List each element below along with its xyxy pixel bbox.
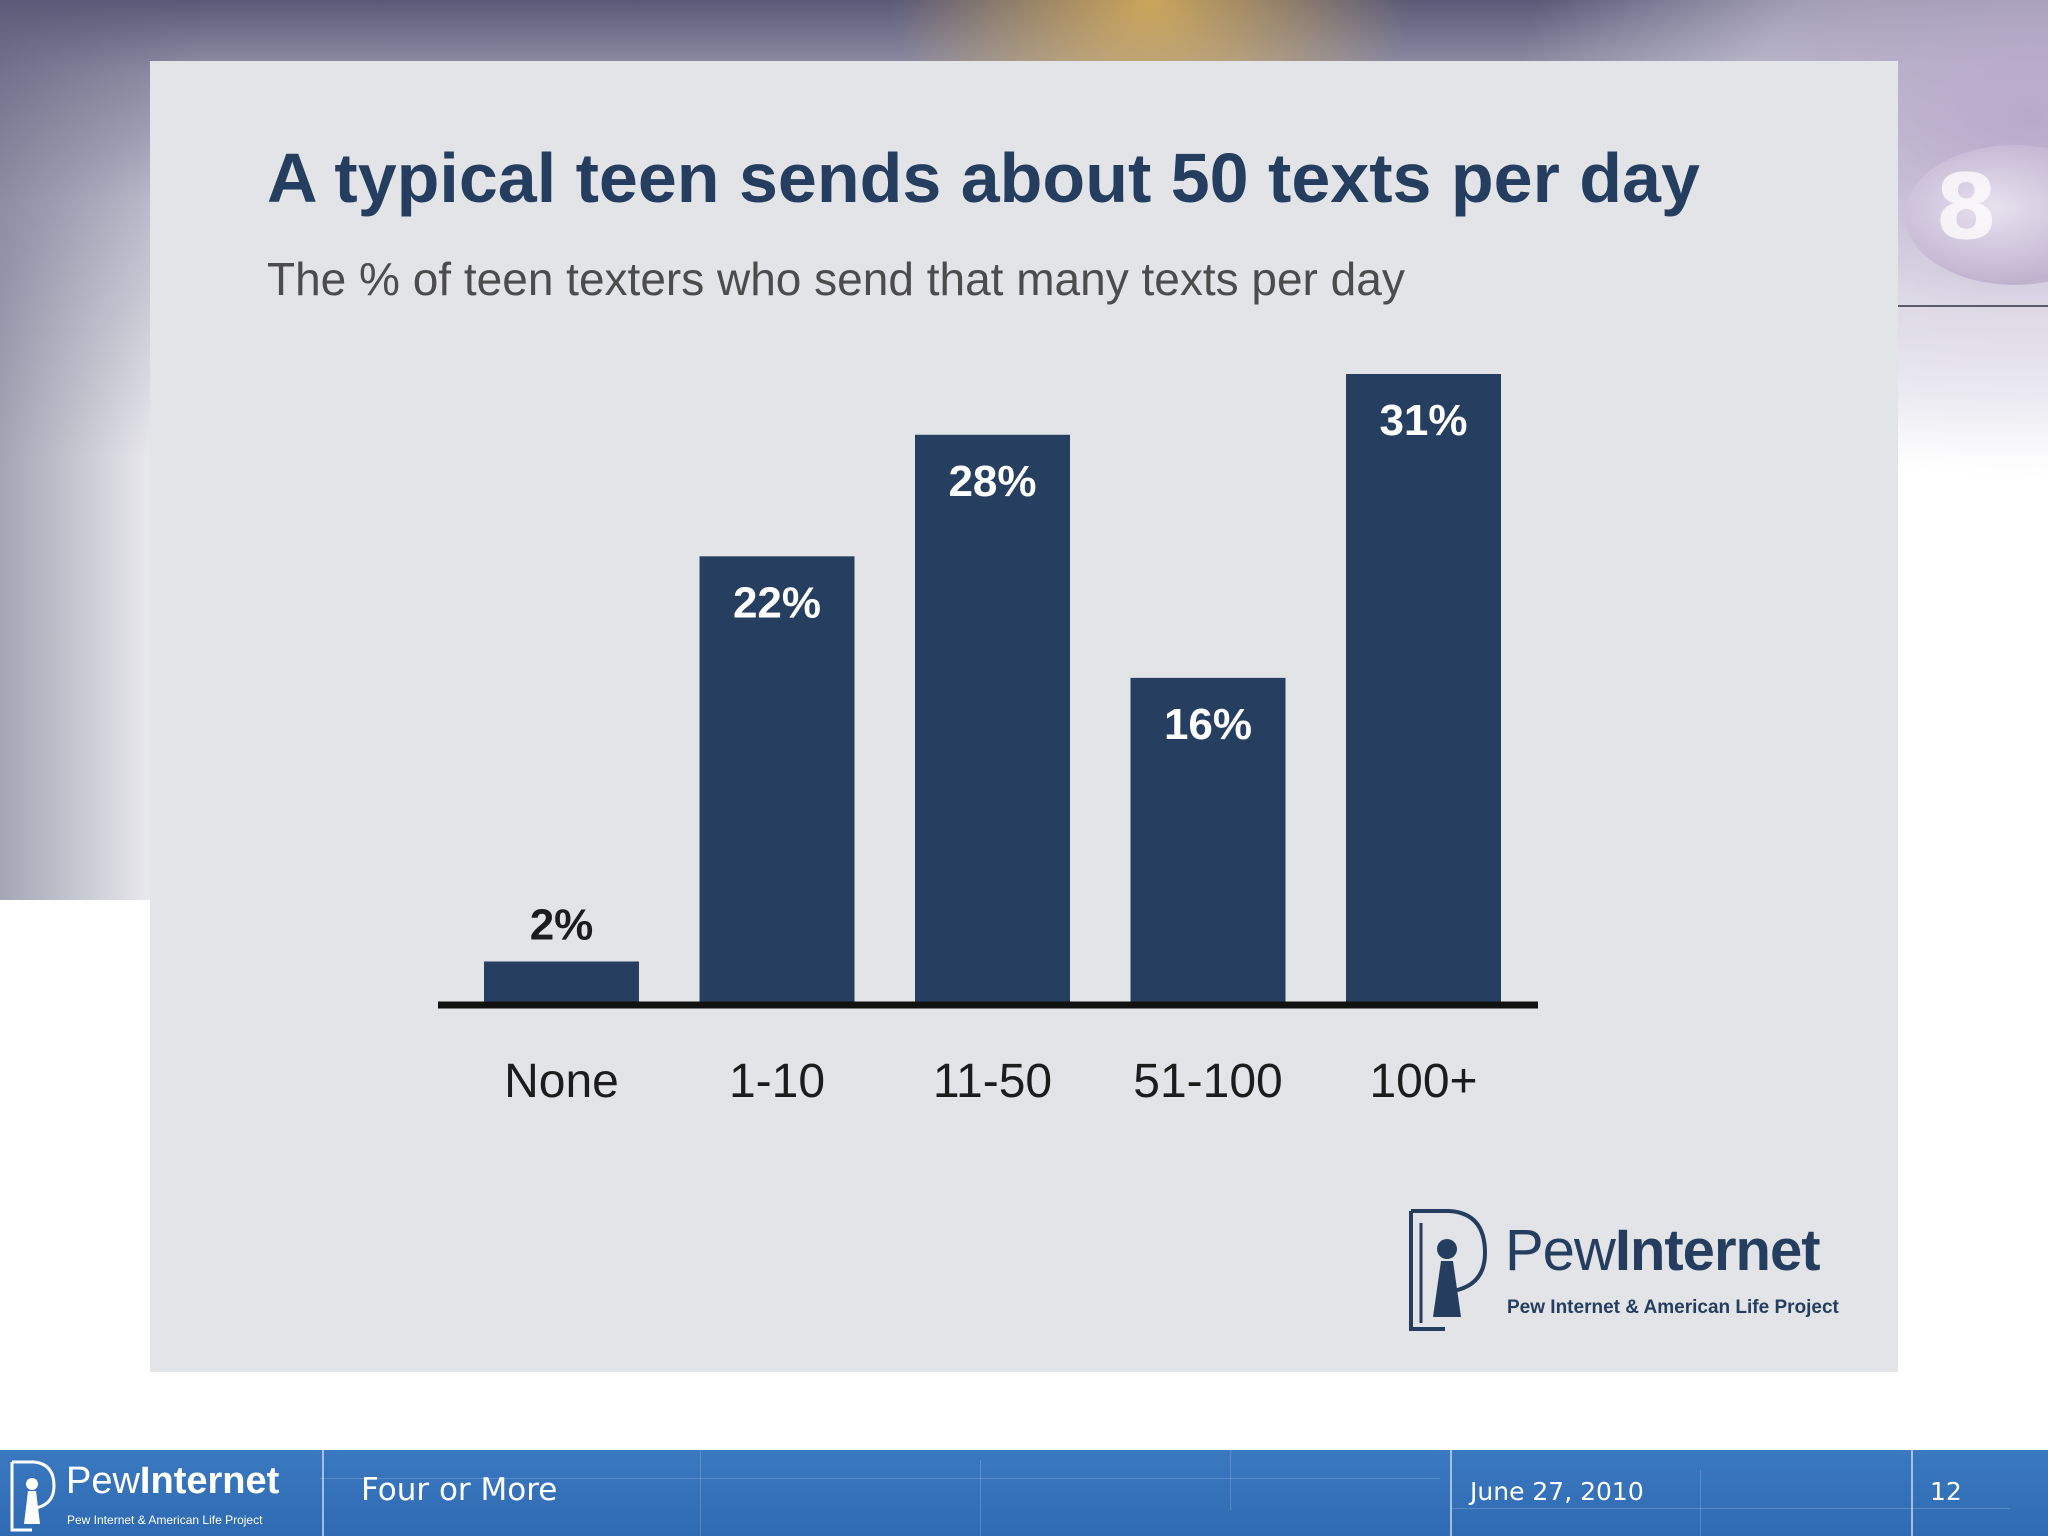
data-label-11-50: 28% bbox=[948, 457, 1036, 506]
data-label-None: 2% bbox=[530, 900, 594, 949]
bar-11-50 bbox=[915, 434, 1070, 1003]
category-label-100+: 100+ bbox=[1369, 1055, 1477, 1108]
footer-divider bbox=[322, 1450, 324, 1536]
bar-51-100 bbox=[1130, 677, 1286, 1002]
logo-tagline: Pew Internet & American Life Project bbox=[1507, 1297, 1839, 1318]
bar-1-10 bbox=[699, 556, 855, 1002]
bar-None bbox=[484, 961, 639, 1002]
footer-logo-wordmark: PewInternet bbox=[66, 1460, 280, 1502]
data-label-1-10: 22% bbox=[733, 578, 821, 627]
bar-100+ bbox=[1346, 374, 1501, 1002]
pew-internet-logo: PewInternet Pew Internet & American Life… bbox=[1405, 1205, 1839, 1335]
logo-wordmark: PewInternet bbox=[1505, 1218, 1821, 1283]
decorative-line bbox=[1897, 305, 2048, 307]
footer-date: June 27, 2010 bbox=[1470, 1477, 1644, 1506]
category-label-51-100: 51-100 bbox=[1133, 1055, 1282, 1108]
category-label-1-10: 1-10 bbox=[729, 1055, 825, 1108]
chart-subtitle: The % of teen texters who send that many… bbox=[267, 253, 1405, 305]
chart-title: A typical teen sends about 50 texts per … bbox=[267, 139, 1700, 217]
footer-divider bbox=[1911, 1450, 1913, 1536]
footer-slide-number: 12 bbox=[1930, 1477, 1962, 1506]
keypad-key-digit-graphic: 8 bbox=[1935, 155, 1998, 260]
data-label-100+: 31% bbox=[1379, 396, 1467, 445]
footer-divider bbox=[1450, 1450, 1452, 1536]
data-label-51-100: 16% bbox=[1164, 700, 1252, 749]
footer-keyhole-icon bbox=[10, 1460, 56, 1532]
category-label-11-50: 11-50 bbox=[933, 1055, 1052, 1108]
footer-bar: PewInternet Pew Internet & American Life… bbox=[0, 1450, 2048, 1536]
category-label-None: None bbox=[504, 1055, 619, 1108]
footer-logo-tagline: Pew Internet & American Life Project bbox=[67, 1513, 263, 1527]
footer-presentation-title: Four or More bbox=[361, 1472, 558, 1508]
pew-keyhole-icon bbox=[1409, 1209, 1488, 1331]
footer-logo: PewInternet Pew Internet & American Life… bbox=[8, 1458, 308, 1534]
